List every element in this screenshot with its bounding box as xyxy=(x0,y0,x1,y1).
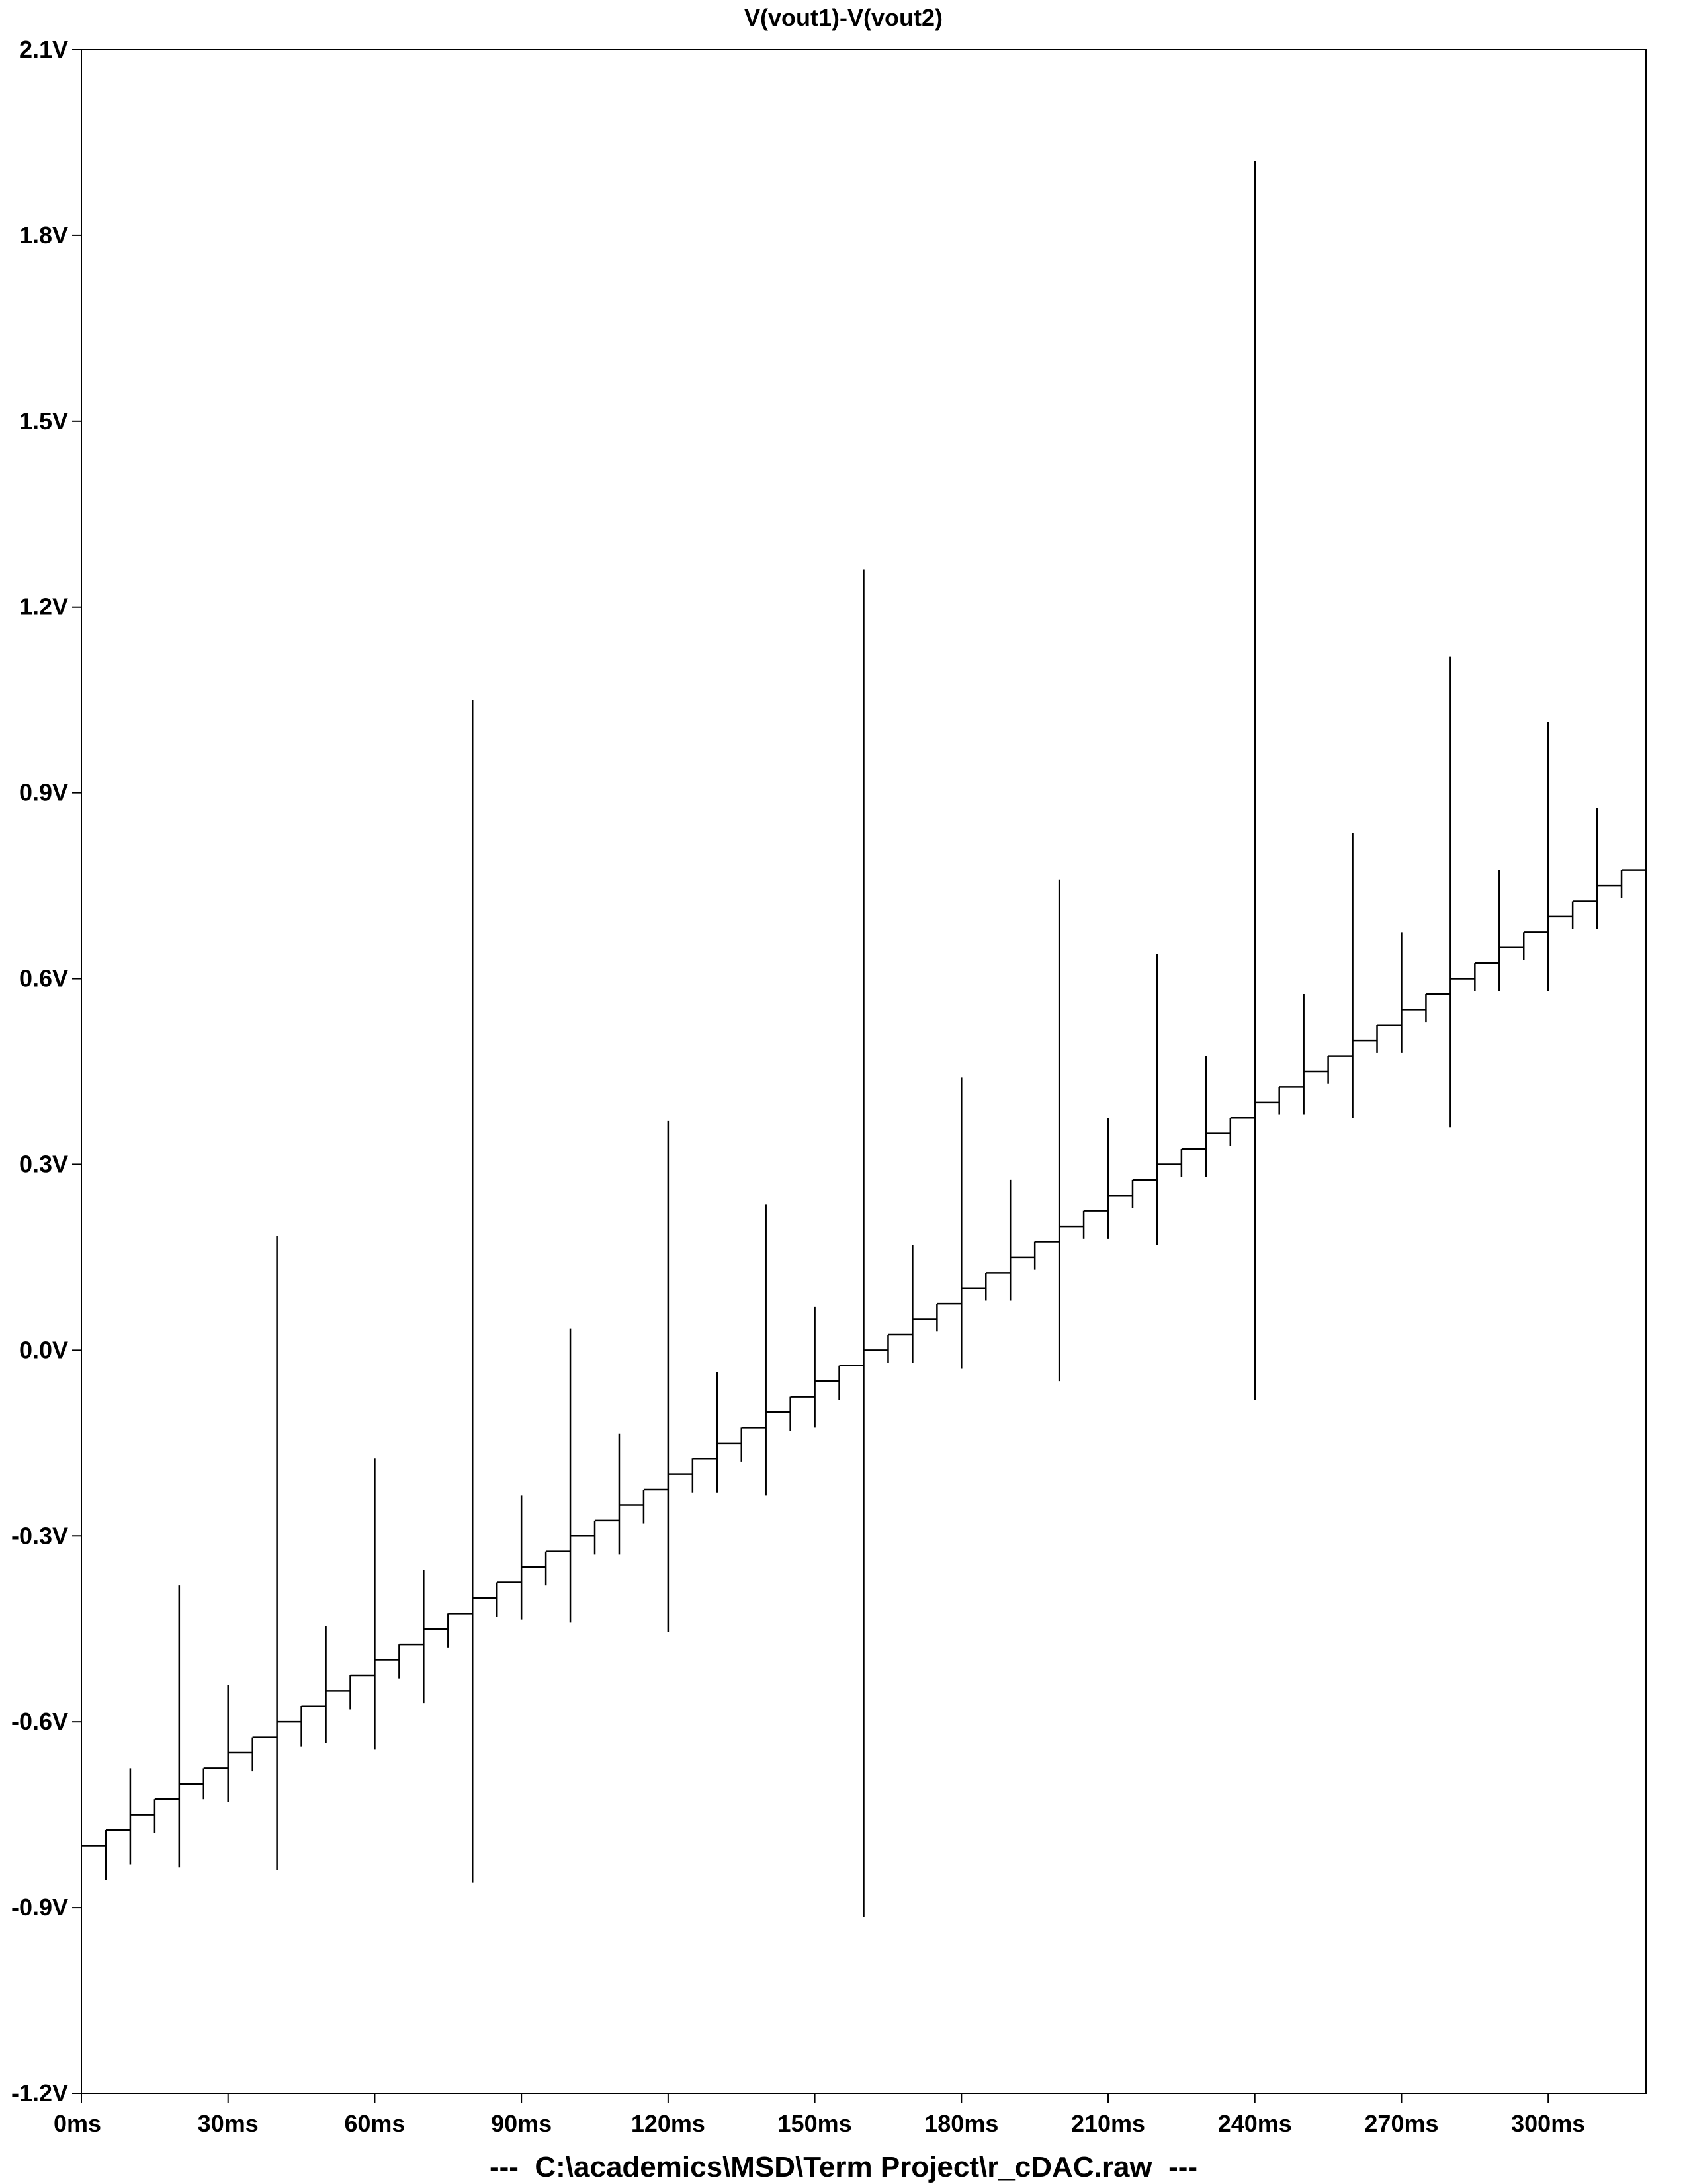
x-tick-label: 270ms xyxy=(1364,2110,1438,2137)
y-tick-label: 1.8V xyxy=(19,222,68,249)
x-tick-label: 150ms xyxy=(778,2110,852,2137)
y-tick-label: -0.6V xyxy=(11,1708,68,1735)
y-tick-label: 0.9V xyxy=(19,779,68,806)
raw-file-path: --- C:\academics\MSD\Term Project\r_cDAC… xyxy=(489,2151,1198,2183)
chart-title: V(vout1)-V(vout2) xyxy=(744,4,943,31)
y-tick-label: -0.9V xyxy=(11,1894,68,1921)
x-tick-label: 0ms xyxy=(54,2110,101,2137)
x-tick-label: 60ms xyxy=(344,2110,405,2137)
x-tick-label: 90ms xyxy=(491,2110,552,2137)
x-tick-label: 300ms xyxy=(1511,2110,1585,2137)
x-tick-label: 180ms xyxy=(924,2110,998,2137)
y-tick-label: -1.2V xyxy=(11,2079,68,2107)
axis-ticks: 2.1V 1.8V 1.5V 1.2V 0.9V 0.6V 0.3V 0.0V -0.3V -0.… xyxy=(11,36,1585,2137)
x-tick-label: 240ms xyxy=(1218,2110,1292,2137)
y-tick-label: 2.1V xyxy=(19,36,68,63)
x-tick-label: 210ms xyxy=(1071,2110,1145,2137)
y-tick-label: 0.3V xyxy=(19,1150,68,1177)
y-tick-label: 1.5V xyxy=(19,407,68,435)
y-tick-label: 0.0V xyxy=(19,1336,68,1363)
y-tick-label: -0.3V xyxy=(11,1522,68,1549)
plot-frame xyxy=(81,49,1647,2094)
trace-group xyxy=(81,161,1646,1917)
x-tick-label: 120ms xyxy=(631,2110,705,2137)
x-tick-label: 30ms xyxy=(198,2110,259,2137)
y-tick-label: 0.6V xyxy=(19,965,68,992)
y-tick-label: 1.2V xyxy=(19,593,68,620)
